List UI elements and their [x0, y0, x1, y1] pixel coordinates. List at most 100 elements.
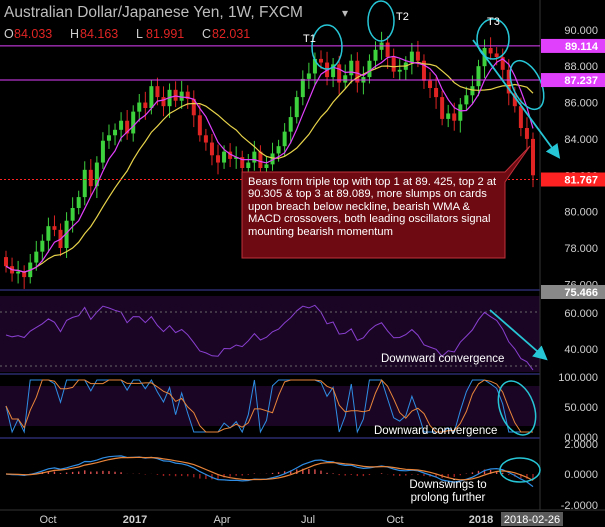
candle-body — [216, 155, 221, 163]
candle-body — [149, 86, 154, 108]
candle-body — [337, 64, 342, 83]
macd-signal-line — [5, 456, 534, 481]
ohlc-value: 84.163 — [80, 27, 118, 41]
price-tag: 87.237 — [564, 75, 598, 87]
candle-body — [306, 73, 311, 79]
oscillator-tick-label: 100.000 — [558, 372, 598, 384]
top1-ellipse — [311, 24, 343, 70]
candle-body — [173, 89, 178, 101]
candle-body — [228, 151, 233, 159]
candle-body — [391, 57, 396, 72]
macd-line — [5, 455, 534, 488]
candle-body — [452, 113, 457, 121]
callout-text: Bears form triple top with top 1 at 89. … — [248, 176, 497, 238]
oscillator-tick-label: 40.000 — [564, 344, 598, 356]
ohlc-value: 84.033 — [14, 27, 52, 41]
oscillator-2-band — [0, 386, 540, 426]
candle-body — [4, 257, 8, 267]
candle-body — [155, 86, 160, 98]
candle-body — [470, 86, 475, 96]
price-tag-background — [541, 38, 605, 53]
candle-body — [355, 60, 360, 83]
date-tag: 2018-02-26 — [504, 514, 560, 526]
oscillator-2-k-line — [5, 379, 533, 434]
moving-average-slow — [5, 61, 534, 273]
candle-body — [524, 128, 529, 139]
candle-body — [282, 131, 287, 147]
candle-body — [349, 60, 354, 76]
oscillator-2-label: Downward convergence — [374, 425, 497, 437]
candle-body — [409, 51, 414, 63]
oscillator-3-label-line: Downswings to — [409, 479, 486, 491]
price-tag-background — [541, 285, 605, 299]
candle-body — [500, 57, 505, 70]
candle-body — [415, 51, 420, 61]
oscillator-2-d-line — [5, 379, 533, 433]
top1-label: T1 — [303, 33, 316, 45]
candle-body — [312, 58, 317, 74]
candle-body — [191, 98, 196, 116]
top2-ellipse — [367, 0, 395, 42]
candle-body — [476, 66, 481, 87]
candle-body — [440, 97, 445, 119]
candle-body — [385, 42, 390, 58]
candle-body — [294, 97, 299, 118]
candle-body — [367, 60, 372, 78]
time-tick-label: Jul — [301, 514, 315, 526]
candle-body — [119, 120, 124, 130]
price-tick-label: 80.000 — [564, 207, 598, 219]
ohlc-key: O — [4, 27, 14, 41]
ohlc-value: 81.991 — [146, 27, 184, 41]
time-tick-label: Oct — [39, 514, 56, 526]
candle-body — [203, 135, 208, 143]
candle-body — [246, 162, 251, 168]
oscillator-2-ellipse — [497, 380, 537, 436]
candle-body — [52, 226, 57, 230]
candle-body — [288, 117, 293, 132]
candle-body — [22, 271, 27, 278]
time-tick-label: Apr — [213, 514, 230, 526]
candle-body — [494, 53, 499, 58]
candle-body — [34, 251, 39, 263]
oscillator-tick-label: -2.0000 — [561, 500, 598, 512]
chevron-down-icon[interactable]: ▾ — [342, 6, 348, 20]
macd-ellipse — [499, 457, 541, 483]
candle-body — [434, 88, 439, 98]
symbol-title[interactable]: Australian Dollar/Japanese Yen, 1W, FXCM — [4, 4, 303, 21]
price-tick-label: 88.000 — [564, 61, 598, 73]
oscillator-3-label: Downswings to prolong further — [409, 479, 486, 504]
candle-body — [428, 80, 433, 88]
price-tick-label: 78.000 — [564, 243, 598, 255]
price-tick-label: 86.000 — [564, 98, 598, 110]
candle-body — [16, 271, 21, 274]
candle-body — [125, 120, 130, 134]
candle-body — [258, 151, 263, 168]
candle-body — [209, 142, 214, 156]
candle-body — [512, 93, 517, 107]
candle-body — [197, 115, 202, 136]
candle-body — [264, 164, 269, 168]
time-tick-label: Oct — [386, 514, 403, 526]
candle-body — [94, 162, 99, 187]
candle-body — [82, 169, 87, 198]
candle-body — [113, 129, 118, 136]
price-tick-label: 90.000 — [564, 25, 598, 37]
oscillator-3-label-line: prolong further — [411, 492, 486, 504]
candle-body — [458, 104, 463, 121]
candle-body — [488, 48, 493, 54]
price-tick-label: 84.000 — [564, 134, 598, 146]
oscillator-axes: 60.00040.000100.00050.0000.00002.00000.0… — [558, 308, 598, 512]
trend-arrow-price — [472, 39, 561, 159]
candle-body — [161, 97, 166, 107]
candle-body — [88, 169, 93, 187]
callout-text-container: Bears form triple top with top 1 at 89. … — [248, 176, 497, 238]
candle-body — [373, 49, 378, 61]
candle-body — [276, 146, 281, 154]
top3-ellipse — [476, 18, 510, 60]
oscillator-1-line — [5, 304, 534, 371]
candle-body — [76, 197, 81, 208]
ohlc-key: L — [136, 27, 143, 41]
time-tick-label: 2018 — [469, 514, 493, 526]
